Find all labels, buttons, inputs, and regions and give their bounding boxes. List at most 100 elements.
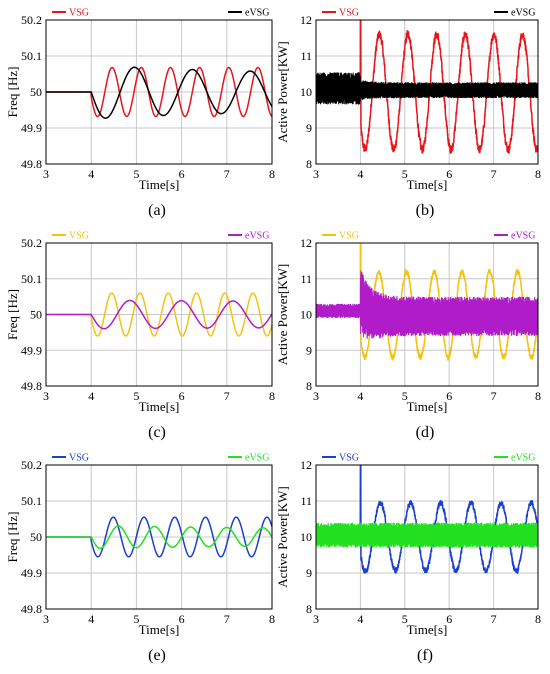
y-tick-label: 49.8 (21, 157, 42, 171)
chart-panel: VSG eVSG 3 4 5 6 7 8 8 9 10 11 12 Time[s] Active Power… (275, 8, 541, 220)
y-tick-label: 8 (306, 602, 312, 616)
legend-label-vsg: VSG (339, 231, 359, 242)
y-tick-label: 9 (306, 566, 312, 580)
x-tick-label: 3 (313, 167, 319, 181)
y-tick-label: 11 (300, 272, 312, 286)
legend-label-vsg: VSG (339, 8, 359, 19)
legend-label-vsg: VSG (339, 453, 359, 464)
y-tick-label: 11 (300, 49, 312, 63)
y-tick-label: 10 (300, 85, 312, 99)
x-axis-label: Time[s] (139, 177, 180, 192)
x-tick-label: 8 (269, 167, 275, 181)
x-tick-label: 6 (446, 612, 452, 626)
x-tick-label: 8 (269, 612, 275, 626)
x-tick-label: 4 (88, 612, 94, 626)
x-tick-label: 4 (88, 389, 94, 403)
series-line-evsg (46, 299, 272, 330)
legend-label-evsg: eVSG (511, 453, 535, 464)
x-tick-label: 8 (269, 389, 275, 403)
panel-caption: (d) (416, 424, 435, 441)
y-tick-label: 49.8 (21, 379, 42, 393)
chart-panel: VSG eVSG 3 4 5 6 7 8 49.8 49.9 50 50.1 50.2 Time[s] Fr… (5, 8, 275, 220)
y-tick-label: 12 (300, 236, 312, 250)
legend-label-vsg: VSG (69, 8, 89, 19)
series-line-evsg (316, 270, 538, 339)
x-tick-label: 4 (357, 389, 363, 403)
panel-caption: (a) (148, 202, 166, 219)
x-axis-label: Time[s] (139, 399, 180, 414)
series-line-vsg (316, 465, 538, 575)
legend-label-evsg: eVSG (511, 8, 535, 19)
y-axis-label: Active Power[KW] (275, 264, 290, 365)
plot-frame (45, 19, 273, 165)
y-tick-label: 50.2 (21, 236, 42, 250)
x-axis-label: Time[s] (407, 622, 448, 637)
y-tick-label: 8 (306, 379, 312, 393)
y-tick-label: 50.1 (21, 494, 42, 508)
y-tick-label: 50.2 (21, 13, 42, 27)
y-axis-label: Active Power[KW] (275, 41, 290, 142)
y-tick-label: 10 (300, 308, 312, 322)
x-tick-label: 7 (224, 389, 230, 403)
series-line-evsg (316, 522, 538, 548)
y-tick-label: 49.8 (21, 602, 42, 616)
x-axis-label: Time[s] (407, 177, 448, 192)
y-tick-label: 12 (300, 13, 312, 27)
legend-label-evsg: eVSG (511, 231, 535, 242)
series-line-evsg (46, 66, 272, 119)
x-tick-label: 4 (357, 167, 363, 181)
x-tick-label: 5 (402, 612, 408, 626)
y-tick-label: 50.1 (21, 272, 42, 286)
legend-label-vsg: VSG (69, 453, 89, 464)
legend-label-evsg: eVSG (245, 8, 269, 19)
plot-frame (315, 19, 539, 165)
series-line-evsg (316, 72, 538, 105)
y-axis-label: Freq [Hz] (5, 67, 20, 118)
x-axis-label: Time[s] (407, 399, 448, 414)
y-tick-label: 9 (306, 121, 312, 135)
x-tick-label: 7 (224, 167, 230, 181)
legend-label-evsg: eVSG (245, 453, 269, 464)
plot-frame (315, 242, 539, 387)
y-tick-label: 49.9 (21, 566, 42, 580)
legend-label-vsg: VSG (69, 231, 89, 242)
x-tick-label: 7 (491, 612, 497, 626)
series-line-evsg (46, 525, 272, 550)
y-axis-label: Freq [Hz] (5, 289, 20, 340)
y-axis-label: Active Power[KW] (275, 486, 290, 587)
y-tick-label: 49.9 (21, 343, 42, 357)
x-tick-label: 4 (88, 167, 94, 181)
x-tick-label: 3 (43, 167, 49, 181)
x-tick-label: 6 (179, 612, 185, 626)
x-tick-label: 5 (402, 389, 408, 403)
x-tick-label: 8 (535, 389, 541, 403)
grid-lines (46, 243, 272, 386)
y-tick-label: 50 (30, 85, 42, 99)
y-tick-label: 49.9 (21, 121, 42, 135)
x-tick-label: 3 (43, 389, 49, 403)
y-tick-label: 9 (306, 343, 312, 357)
panel-caption: (c) (148, 424, 166, 441)
y-tick-label: 50.2 (21, 458, 42, 472)
chart-panel: VSG eVSG 3 4 5 6 7 8 49.8 49.9 50 50.1 50.2 Time[s] Fr… (5, 453, 275, 665)
y-tick-label: 50.1 (21, 49, 42, 63)
panel-caption: (b) (416, 202, 435, 219)
x-tick-label: 5 (402, 167, 408, 181)
x-tick-label: 6 (446, 167, 452, 181)
x-tick-label: 6 (179, 389, 185, 403)
x-tick-label: 5 (133, 389, 139, 403)
x-tick-label: 8 (535, 612, 541, 626)
x-tick-label: 4 (357, 612, 363, 626)
x-tick-label: 5 (133, 167, 139, 181)
x-tick-label: 6 (179, 167, 185, 181)
x-axis-label: Time[s] (139, 622, 180, 637)
plot-frame (45, 242, 273, 387)
panel-caption: (f) (417, 647, 433, 664)
x-tick-label: 7 (224, 612, 230, 626)
chart-panel: VSG eVSG 3 4 5 6 7 8 49.8 49.9 50 50.1 50.2 Time[s] Fr… (5, 231, 275, 442)
y-tick-label: 10 (300, 530, 312, 544)
x-tick-label: 3 (313, 612, 319, 626)
x-tick-label: 3 (313, 389, 319, 403)
x-tick-label: 8 (535, 167, 541, 181)
chart-panel: VSG eVSG 3 4 5 6 7 8 8 9 10 11 12 Time[s] Active Power… (275, 453, 541, 665)
